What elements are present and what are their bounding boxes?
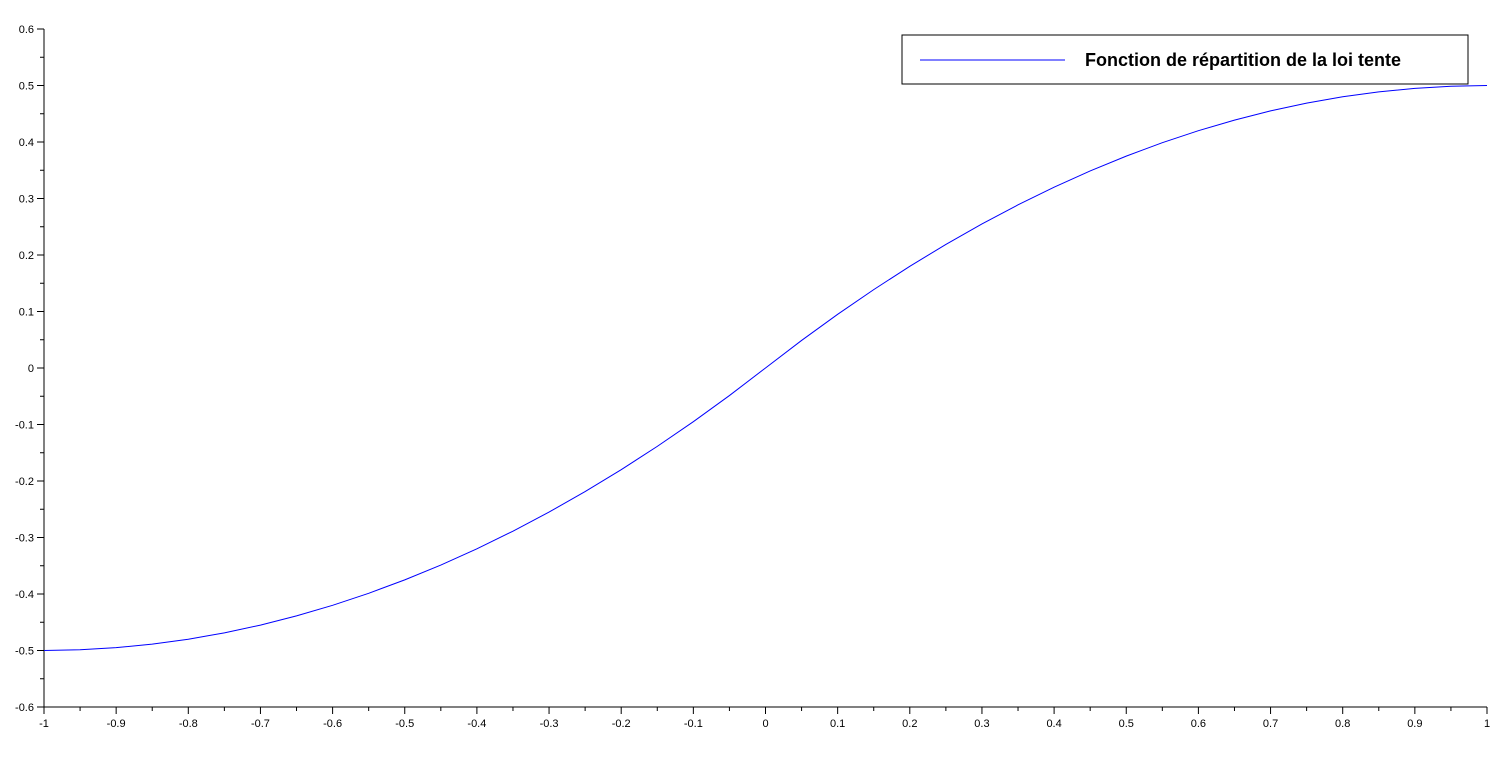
series-line-0 bbox=[43, 85, 1488, 651]
x-tick-label: -0.3 bbox=[540, 718, 559, 730]
x-tick-label: 0.9 bbox=[1407, 718, 1422, 730]
x-tick-label: 1 bbox=[1484, 718, 1490, 730]
y-tick-label: -0.4 bbox=[15, 589, 34, 601]
x-tick-label: -0.5 bbox=[395, 718, 414, 730]
x-tick-label: -0.2 bbox=[612, 718, 631, 730]
x-tick-label: -1 bbox=[39, 718, 49, 730]
y-tick-label: 0.4 bbox=[19, 137, 34, 149]
y-tick-label: 0.2 bbox=[19, 250, 34, 262]
x-tick-label: 0.5 bbox=[1119, 718, 1134, 730]
legend-label: Fonction de répartition de la loi tente bbox=[1085, 50, 1401, 70]
series-group bbox=[43, 85, 1488, 651]
y-tick-label: -0.5 bbox=[15, 646, 34, 658]
x-tick-label: 0.8 bbox=[1335, 718, 1350, 730]
x-tick-label: -0.4 bbox=[467, 718, 486, 730]
x-tick-label: -0.8 bbox=[179, 718, 198, 730]
x-tick-label: 0.3 bbox=[974, 718, 989, 730]
y-tick-label: -0.2 bbox=[15, 476, 34, 488]
x-tick-label: 0 bbox=[762, 718, 768, 730]
x-tick-label: -0.6 bbox=[323, 718, 342, 730]
y-tick-label: 0.6 bbox=[19, 24, 34, 36]
legend: Fonction de répartition de la loi tente bbox=[901, 34, 1469, 85]
x-tick-label: -0.7 bbox=[251, 718, 270, 730]
x-tick-label: -0.1 bbox=[684, 718, 703, 730]
x-tick-label: -0.9 bbox=[107, 718, 126, 730]
y-tick-label: 0 bbox=[28, 363, 34, 375]
y-tick-label: -0.1 bbox=[15, 420, 34, 432]
x-tick-label: 0.7 bbox=[1263, 718, 1278, 730]
y-tick-label: -0.6 bbox=[15, 702, 34, 714]
x-tick-label: 0.1 bbox=[830, 718, 845, 730]
x-tick-label: 0.4 bbox=[1046, 718, 1061, 730]
x-tick-label: 0.6 bbox=[1191, 718, 1206, 730]
y-tick-label: 0.3 bbox=[19, 194, 34, 206]
y-tick-label: -0.3 bbox=[15, 533, 34, 545]
y-tick-label: 0.1 bbox=[19, 307, 34, 319]
y-axis-ticks: -0.6 -0.5 -0.4 -0.3 -0.2 -0.1 0 0.1 0.2 0.3 0.4 0.5… bbox=[15, 24, 44, 714]
x-axis-ticks: -1 -0.9 -0.8 -0.7 -0.6 -0.5 -0.4 -0.3 -0.2 -0.1 0 0… bbox=[39, 707, 1490, 730]
x-tick-label: 0.2 bbox=[902, 718, 917, 730]
y-tick-label: 0.5 bbox=[19, 81, 34, 93]
